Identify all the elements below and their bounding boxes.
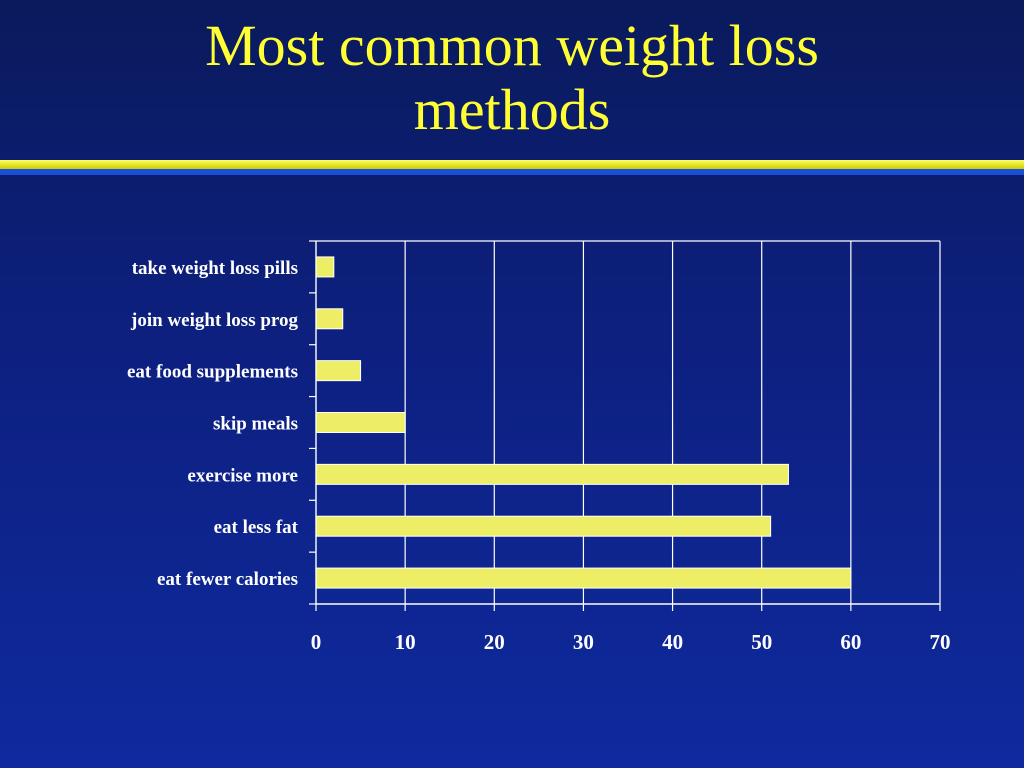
- x-tick-label: 70: [930, 630, 951, 654]
- category-label: eat less fat: [214, 517, 299, 538]
- x-tick-label: 30: [573, 630, 594, 654]
- bar: [315, 256, 335, 278]
- bars: [315, 256, 852, 589]
- gridlines: [316, 240, 941, 604]
- category-labels: take weight loss pills join weight loss p…: [127, 258, 299, 590]
- bar: [315, 515, 772, 537]
- bar: [315, 567, 852, 589]
- bar: [315, 412, 406, 433]
- axes: [309, 240, 941, 611]
- category-label: skip meals: [213, 414, 298, 435]
- bar: [315, 308, 344, 330]
- title-divider-blue: [0, 169, 1024, 175]
- category-label: eat food supplements: [127, 362, 298, 383]
- bar: [315, 463, 789, 485]
- category-label: join weight loss prog: [130, 310, 298, 331]
- x-tick-label: 20: [484, 630, 505, 654]
- category-label: take weight loss pills: [132, 258, 298, 279]
- bar: [315, 360, 362, 382]
- category-label: eat fewer calories: [157, 569, 298, 590]
- title-line-1: Most common weight loss: [205, 13, 819, 78]
- x-tick-label: 10: [395, 630, 416, 654]
- title-divider-yellow: [0, 160, 1024, 169]
- x-tick-label: 60: [840, 630, 861, 654]
- x-tick-label: 40: [662, 630, 683, 654]
- x-tick-label: 0: [311, 630, 322, 654]
- slide-title: Most common weight loss methods: [0, 14, 1024, 142]
- category-label: exercise more: [187, 465, 298, 486]
- x-tick-label: 50: [751, 630, 772, 654]
- title-line-2: methods: [413, 77, 611, 142]
- tick-labels: 0 10 20 30 40 50 60 70: [311, 630, 951, 654]
